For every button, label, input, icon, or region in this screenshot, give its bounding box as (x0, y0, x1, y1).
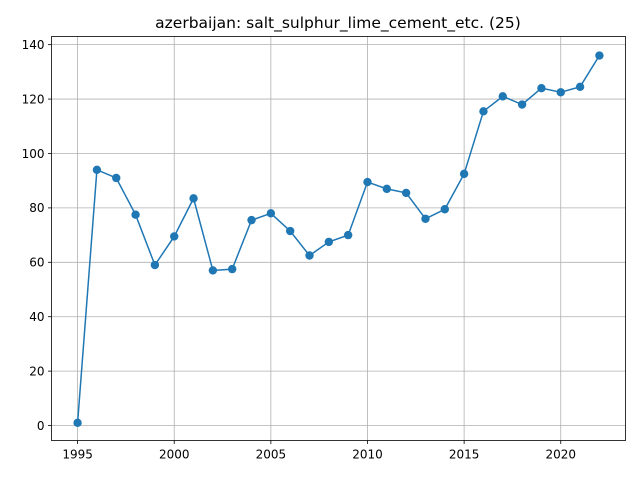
data-point (401, 188, 411, 198)
y-tick-label: 140 (22, 38, 45, 52)
series-line (76, 55, 601, 423)
data-point (150, 260, 160, 270)
y-tick-label: 120 (22, 92, 45, 106)
y-tick-label: 0 (37, 419, 45, 433)
data-points (73, 51, 604, 428)
series-line-layer (76, 55, 601, 423)
data-point (459, 169, 469, 179)
y-tick-label: 100 (22, 147, 45, 161)
data-point (305, 251, 314, 260)
x-tick-label: 2000 (159, 448, 190, 462)
data-point (382, 184, 392, 194)
x-tick-label: 2010 (352, 448, 383, 462)
data-point (189, 194, 198, 203)
data-point (247, 215, 256, 225)
data-point (131, 210, 140, 219)
grid-lines (51, 36, 626, 441)
chart-title: azerbaijan: salt_sulphur_lime_cement_etc… (155, 14, 521, 33)
data-point (228, 264, 237, 274)
data-point (343, 230, 353, 240)
x-tick-label: 2015 (449, 448, 480, 462)
data-point (537, 83, 546, 93)
y-tick-label: 60 (29, 256, 44, 270)
y-tick-label: 40 (29, 310, 44, 324)
data-point (556, 88, 565, 97)
data-point (575, 82, 585, 92)
data-point (440, 205, 449, 214)
data-point (92, 165, 102, 175)
data-point (595, 51, 604, 60)
data-point (112, 173, 121, 183)
x-tick-label: 1995 (62, 448, 93, 462)
data-point (208, 266, 218, 275)
data-point (266, 209, 276, 218)
data-point (498, 92, 507, 101)
y-tick-label: 20 (29, 364, 44, 378)
data-point (170, 232, 179, 241)
plot-area-frame (51, 36, 626, 441)
data-point (479, 107, 488, 116)
data-point (324, 237, 334, 247)
y-tick-label: 80 (29, 201, 44, 215)
data-point (363, 177, 372, 187)
data-point (73, 418, 82, 428)
x-tick-label: 2005 (256, 448, 287, 462)
data-point (421, 214, 430, 223)
axis-ticks: 1995 2000 2005 2010 2015 2020 0 20 40 60 80 100 120 1… (22, 38, 576, 462)
x-tick-label: 2020 (545, 448, 576, 462)
data-point (285, 226, 295, 236)
data-point (517, 100, 527, 109)
